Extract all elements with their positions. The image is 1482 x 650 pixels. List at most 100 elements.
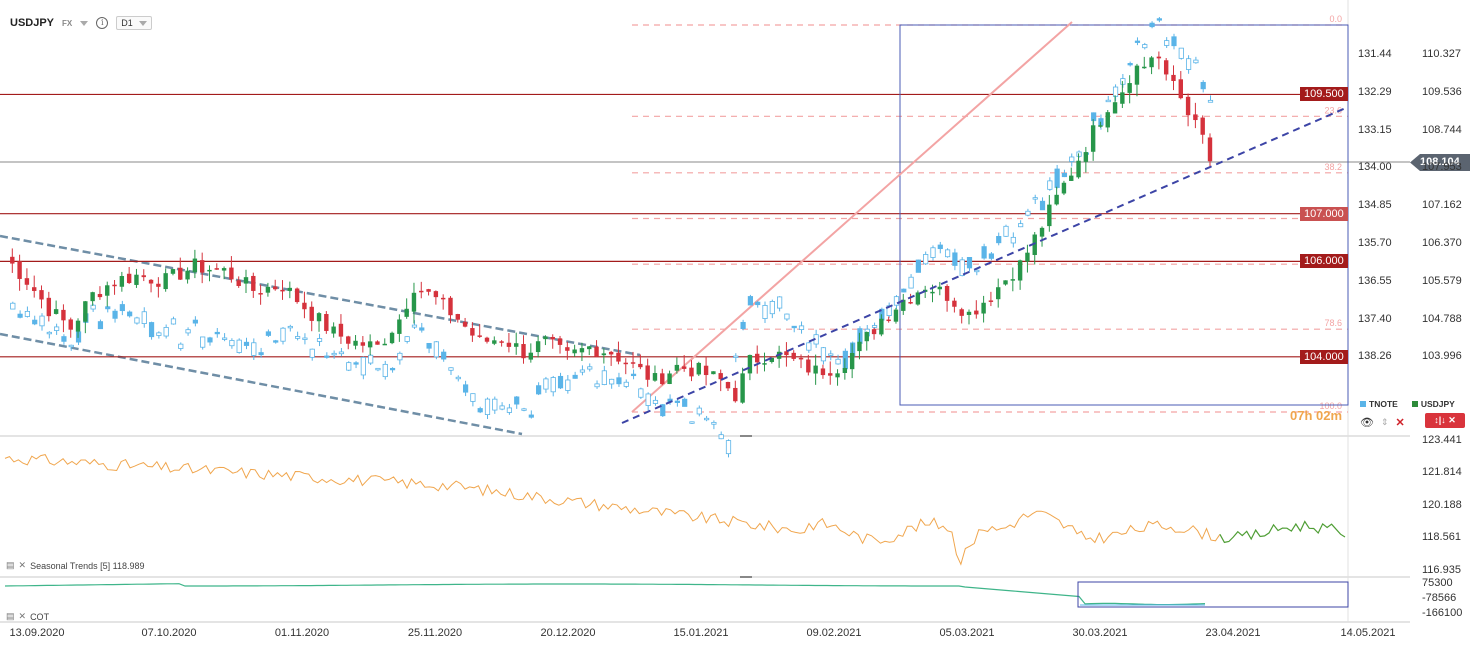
tnote-candle xyxy=(1142,44,1148,49)
level-tag: 104.000 xyxy=(1300,349,1348,364)
tnote-candle xyxy=(236,339,242,353)
usdjpy-candle xyxy=(440,297,446,300)
usdjpy-candle xyxy=(1142,66,1147,69)
tnote-candle xyxy=(214,331,220,335)
exchange-label: FX xyxy=(62,18,73,28)
tnote-axis-tick: 132.29 xyxy=(1358,85,1392,98)
seasonal-pane-label: ▤ ✕ Seasonal Trends [5] 118.989 xyxy=(6,560,144,571)
usdjpy-candle xyxy=(952,300,957,307)
tnote-candle xyxy=(46,331,52,335)
x-axis-tick: 13.09.2020 xyxy=(9,627,65,639)
usdjpy-candle xyxy=(1061,182,1067,194)
tnote-axis-tick: 131.44 xyxy=(1358,48,1392,60)
usdjpy-candle xyxy=(229,267,234,280)
cot-axis-tick: 75300 xyxy=(1422,577,1453,589)
close-icon[interactable]: ✕ xyxy=(1395,417,1405,429)
tnote-candle xyxy=(32,319,38,325)
symbol-dropdown-icon[interactable] xyxy=(80,20,89,26)
tnote-candle xyxy=(1061,172,1068,178)
tnote-candle xyxy=(17,313,23,318)
x-axis-tick: 09.02.2021 xyxy=(806,627,862,639)
legend-usdjpy[interactable]: USDJPY xyxy=(1411,399,1455,409)
tnote-axis-tick: 134.85 xyxy=(1358,199,1392,212)
fib-level-label: 38.2 xyxy=(1324,162,1342,172)
tnote-candle xyxy=(974,269,980,273)
tnote-candle xyxy=(134,317,140,324)
usdjpy-candle xyxy=(265,286,271,293)
usdjpy-candle xyxy=(126,273,132,284)
tnote-candle xyxy=(514,396,520,405)
series-settings-button[interactable]: ↕|↓ ✕ xyxy=(1425,413,1465,428)
seasonal-line xyxy=(4,454,1221,566)
tnote-axis-tick: 134.00 xyxy=(1358,161,1392,174)
tnote-candle xyxy=(1039,200,1046,211)
tnote-candle xyxy=(382,363,388,378)
usdjpy-candle xyxy=(1120,92,1125,104)
usdjpy-candle xyxy=(543,336,548,340)
tnote-candle xyxy=(119,304,125,312)
tnote-candle xyxy=(316,338,323,342)
usdjpy-candle xyxy=(879,318,884,335)
tnote-swatch xyxy=(1360,401,1366,407)
legend-tnote-label: TNOTE xyxy=(1369,399,1398,409)
usdjpy-candle xyxy=(981,302,986,314)
usdjpy-candle xyxy=(61,309,66,321)
usdjpy-candle xyxy=(901,299,906,311)
usdjpy-candle xyxy=(915,292,921,305)
usdjpy-candle xyxy=(1090,125,1096,152)
seasonal-projection-line xyxy=(1219,520,1346,544)
usdjpy-candle xyxy=(1127,83,1132,93)
usdjpy-candle xyxy=(39,290,44,300)
tnote-candle xyxy=(937,244,943,250)
cot-axis-tick: -78566 xyxy=(1422,592,1457,604)
pane-close-icon[interactable]: ✕ xyxy=(18,560,27,570)
tnote-candle xyxy=(747,296,754,306)
eye-icon[interactable]: 👁 xyxy=(1360,417,1374,429)
usdjpy-candle xyxy=(1039,227,1045,237)
usdjpy-candle xyxy=(974,310,979,315)
usdjpy-candle xyxy=(433,291,439,298)
usdjpy-candle xyxy=(1105,112,1110,128)
usdjpy-candle xyxy=(273,286,278,290)
tnote-candle xyxy=(375,367,381,371)
legend-usdjpy-label: USDJPY xyxy=(1420,399,1455,409)
legend-tnote[interactable]: TNOTE xyxy=(1360,399,1398,409)
tnote-candle xyxy=(1003,225,1009,237)
tnote-candle xyxy=(462,384,469,393)
usdjpy-candle xyxy=(1069,175,1074,181)
cot-box xyxy=(1077,581,1349,608)
x-axis-tick: 23.04.2021 xyxy=(1205,627,1261,639)
series-controls: 👁 ⇕ ✕ xyxy=(1360,416,1405,429)
usdjpy-candle xyxy=(32,287,37,291)
usdjpy-candle xyxy=(353,340,358,346)
tnote-candle xyxy=(1207,99,1214,103)
cot-menu-icon[interactable]: ▤ xyxy=(6,611,15,621)
reorder-icon[interactable]: ⇕ xyxy=(1380,417,1389,427)
usdjpy-candle xyxy=(944,286,950,301)
usdjpy-candle xyxy=(221,268,227,271)
usdjpy-candle xyxy=(893,309,899,322)
tnote-candle xyxy=(397,352,403,361)
x-axis-tick: 25.11.2020 xyxy=(407,627,463,639)
usdjpy-candle xyxy=(696,362,701,375)
usdjpy-candle xyxy=(587,346,592,350)
usdjpy-axis-tick: 104.788 xyxy=(1422,312,1462,325)
usdjpy-candle xyxy=(251,275,256,291)
pane-menu-icon[interactable]: ▤ xyxy=(6,560,15,570)
tnote-candle xyxy=(988,253,995,259)
usdjpy-candle xyxy=(389,332,395,344)
usdjpy-candle xyxy=(791,352,796,359)
symbol-label[interactable]: USDJPY xyxy=(10,17,55,29)
usdjpy-candle xyxy=(996,287,1001,300)
cot-close-icon[interactable]: ✕ xyxy=(18,611,27,621)
timeframe-select[interactable]: D1 xyxy=(116,16,152,30)
tnote-candle xyxy=(798,325,805,330)
usdjpy-candle xyxy=(178,267,183,280)
tnote-candle xyxy=(1156,18,1162,21)
usdjpy-candle xyxy=(411,292,417,312)
usdjpy-candle xyxy=(762,363,767,365)
info-icon[interactable]: i xyxy=(96,17,109,29)
usdjpy-candle xyxy=(448,297,453,316)
tnote-candle xyxy=(1032,197,1038,200)
